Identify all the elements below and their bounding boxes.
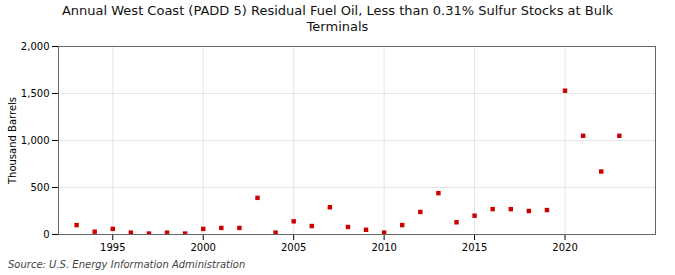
svg-text:2015: 2015 (462, 242, 487, 253)
svg-text:1,500: 1,500 (21, 88, 50, 99)
html-text:Annual West Coast (PADD 5) Res: Annual West Coast (PADD 5) Residual Fuel… (62, 3, 613, 34)
svg-text:2005: 2005 (281, 242, 306, 253)
svg-text:1995: 1995 (100, 242, 125, 253)
svg-text:2020: 2020 (552, 242, 577, 253)
svg-text:1,000: 1,000 (21, 135, 50, 146)
svg-text:2010: 2010 (371, 242, 396, 253)
html-text:Source: U.S. Energy Informatio: Source: U.S. Energy Information Administ… (8, 259, 246, 271)
svg-text:500: 500 (30, 182, 49, 193)
svg-text:0: 0 (43, 229, 49, 240)
svg-text:Thousand Barrels: Thousand Barrels (7, 97, 18, 185)
svg-text:2,000: 2,000 (21, 41, 50, 52)
svg-text:2000: 2000 (191, 242, 216, 253)
